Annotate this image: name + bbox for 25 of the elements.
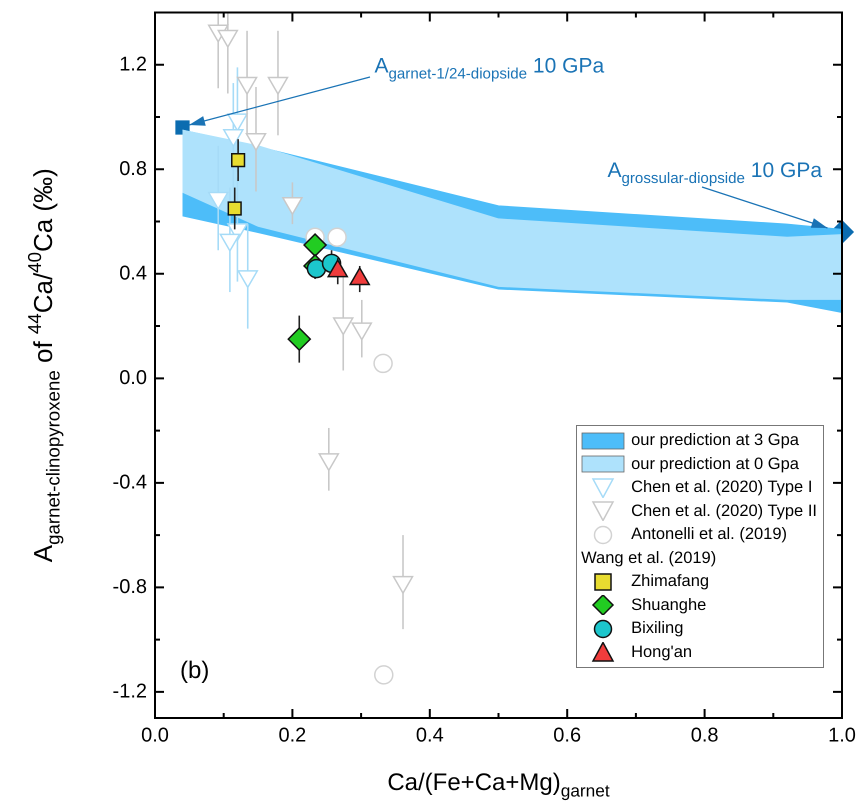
y-tick-label: -1.2 <box>112 680 147 702</box>
y-tick-label: 0.8 <box>119 158 147 180</box>
legend-label: our prediction at 0 Gpa <box>631 454 799 474</box>
legend-label: Chen et al. (2020) Type II <box>631 500 817 522</box>
x-tick-label: 0.8 <box>690 724 719 747</box>
x-tick-label: 0.0 <box>141 724 169 747</box>
legend-label: Antonelli et al. (2019) <box>631 524 788 545</box>
y-tick-label: 1.2 <box>119 53 147 76</box>
legend-label: Chen et al. (2020) Type I <box>631 477 812 498</box>
y-tick-label: -0.8 <box>112 576 147 598</box>
y-tick-label: -0.4 <box>112 471 147 494</box>
y-tick-label: 0.4 <box>119 262 147 284</box>
legend-label: Zhimafang <box>631 571 710 592</box>
legend-label: Hong'an <box>631 642 692 662</box>
text: Wang et al. (2019) <box>581 548 716 568</box>
legend-label: our prediction at 3 Gpa <box>631 430 799 451</box>
x-tick-label: 0.2 <box>278 724 306 747</box>
y-tick-label: 0.0 <box>119 366 147 389</box>
annotation: (b) <box>180 657 210 684</box>
x-tick-label: 0.6 <box>553 724 582 747</box>
y-axis-title: Agarnet-clinopyroxene of 44Ca/40Ca (‰) <box>24 168 64 562</box>
x-tick-label: 0.4 <box>416 724 444 747</box>
x-tick-label: 1.0 <box>828 724 856 747</box>
legend-label: Bixiling <box>631 618 684 639</box>
legend-label: Shuanghe <box>631 594 706 616</box>
